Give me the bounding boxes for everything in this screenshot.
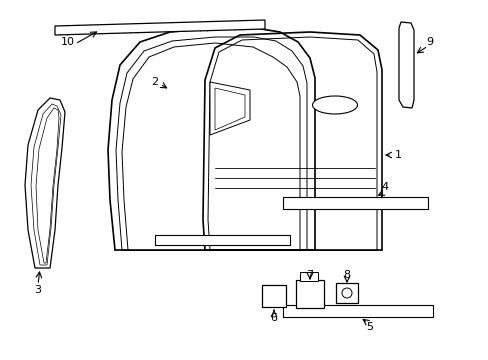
Bar — [155, 235, 289, 245]
Bar — [283, 305, 432, 317]
Text: 6: 6 — [270, 313, 277, 323]
Bar — [262, 285, 285, 307]
Text: 4: 4 — [381, 182, 388, 192]
Polygon shape — [25, 98, 65, 268]
Polygon shape — [398, 22, 413, 108]
Ellipse shape — [312, 96, 357, 114]
Text: 10: 10 — [61, 37, 75, 47]
Text: 2: 2 — [151, 77, 158, 87]
Text: 5: 5 — [366, 322, 373, 332]
Bar — [295, 280, 324, 308]
Polygon shape — [215, 88, 244, 130]
Polygon shape — [31, 104, 61, 265]
Polygon shape — [209, 82, 249, 135]
Text: 3: 3 — [35, 285, 41, 295]
Bar — [335, 283, 357, 303]
Bar — [283, 197, 427, 209]
Polygon shape — [36, 108, 59, 263]
Text: 1: 1 — [394, 150, 401, 160]
Text: 8: 8 — [343, 270, 350, 280]
Bar — [299, 272, 317, 281]
Text: 9: 9 — [426, 37, 433, 47]
Circle shape — [341, 288, 351, 298]
Text: 7: 7 — [306, 270, 313, 280]
Polygon shape — [55, 20, 264, 35]
